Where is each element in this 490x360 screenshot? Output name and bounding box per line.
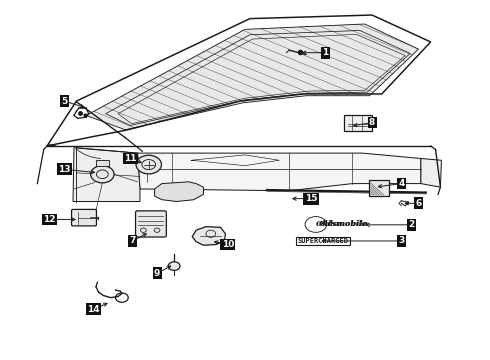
Text: 11: 11: [124, 154, 136, 163]
Text: 7: 7: [129, 237, 136, 246]
Text: Oldsmobile: Oldsmobile: [318, 220, 367, 229]
Text: 5: 5: [61, 96, 67, 105]
Text: Oldsmobile: Oldsmobile: [316, 220, 369, 229]
Polygon shape: [86, 24, 418, 130]
Polygon shape: [138, 153, 421, 191]
Text: 14: 14: [87, 305, 100, 314]
FancyBboxPatch shape: [136, 211, 166, 237]
Polygon shape: [421, 158, 441, 187]
Text: 6: 6: [416, 199, 421, 208]
Text: 1: 1: [322, 48, 329, 57]
Polygon shape: [192, 226, 225, 245]
Text: 3: 3: [398, 237, 404, 246]
FancyBboxPatch shape: [368, 180, 389, 196]
Polygon shape: [155, 182, 203, 202]
Circle shape: [136, 155, 161, 174]
Circle shape: [168, 262, 180, 270]
Text: 9: 9: [154, 269, 160, 278]
Text: 4: 4: [398, 179, 405, 188]
Text: SUPERCHARGED: SUPERCHARGED: [298, 238, 349, 244]
Text: 15: 15: [305, 194, 317, 203]
FancyBboxPatch shape: [72, 210, 97, 226]
Text: 10: 10: [221, 240, 234, 249]
FancyBboxPatch shape: [344, 116, 371, 131]
Text: 12: 12: [43, 215, 56, 224]
FancyBboxPatch shape: [96, 159, 109, 166]
Text: 8: 8: [369, 118, 375, 127]
Text: 2: 2: [408, 220, 414, 229]
Polygon shape: [73, 148, 140, 202]
Circle shape: [91, 166, 114, 183]
Text: 13: 13: [58, 165, 71, 174]
